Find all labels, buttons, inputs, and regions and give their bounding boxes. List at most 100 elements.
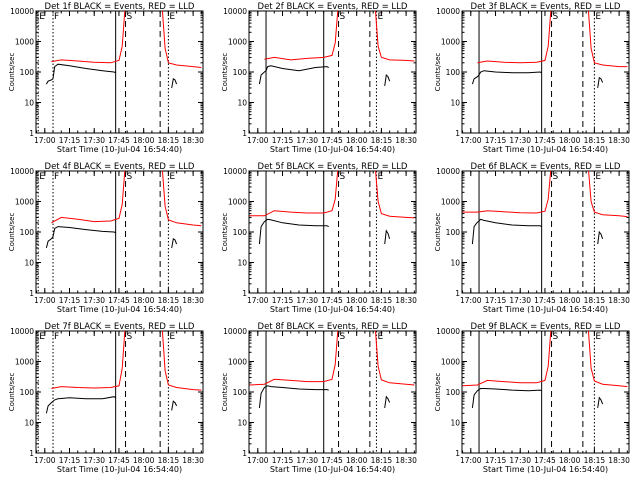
x-axis-label: Start Time (10-Jul-04 16:54:40) — [57, 305, 182, 314]
x-tick-label: 17:30 — [509, 296, 531, 305]
y-tick-label: 10 — [237, 99, 247, 108]
panel-title: Det 6f BLACK = Events, RED = LLD — [471, 162, 621, 172]
x-axis-label: Start Time (10-Jul-04 16:54:40) — [270, 465, 395, 474]
x-tick-label: 17:15 — [485, 136, 507, 145]
series-group — [471, 11, 628, 88]
series-line — [477, 11, 628, 68]
y-tick-label: 10 — [237, 259, 247, 268]
panel: Det 5f BLACK = Events, RED = LLD 1 10 100 10… — [221, 162, 417, 314]
marker-label: E — [595, 332, 601, 342]
x-tick-label: 17:45 — [321, 456, 343, 465]
y-tick-label: 10000 — [436, 167, 460, 176]
marker-label: E — [169, 172, 175, 182]
y-tick-label: 1000 — [15, 358, 34, 367]
x-tick-label: 17:00 — [34, 136, 56, 145]
series-group — [249, 331, 415, 408]
x-tick-label: 18:00 — [346, 296, 368, 305]
x-tick-label: 17:30 — [509, 136, 531, 145]
y-axis-label: Counts/sec — [221, 53, 229, 92]
x-tick-label: 17:15 — [59, 296, 81, 305]
y-tick-label: 100 — [446, 228, 461, 237]
x-tick-label: 18:30 — [608, 136, 630, 145]
y-tick-label: 10000 — [223, 327, 247, 336]
y-tick-label: 10 — [24, 259, 34, 268]
y-axis-label: Counts/sec — [8, 373, 16, 412]
series-line — [462, 171, 628, 218]
y-axis-label: Counts/sec — [221, 373, 229, 412]
x-tick-label: 17:15 — [272, 456, 294, 465]
marker-label: E — [169, 332, 175, 342]
y-tick-label: 1 — [242, 449, 247, 458]
x-tick-label: 18:30 — [395, 296, 417, 305]
x-axis-label: Start Time (10-Jul-04 16:54:40) — [483, 465, 608, 474]
x-tick-label: 18:00 — [559, 136, 581, 145]
y-axis-label: Counts/sec — [8, 53, 16, 92]
y-tick-label: 1000 — [228, 198, 247, 207]
series-line — [471, 70, 542, 85]
x-tick-label: 18:30 — [182, 296, 204, 305]
panel-title: Det 5f BLACK = Events, RED = LLD — [258, 162, 408, 172]
panel-title: Det 9f BLACK = Events, RED = LLD — [471, 322, 621, 332]
plot-frame — [461, 10, 630, 134]
x-axis-label: Start Time (10-Jul-04 16:54:40) — [483, 145, 608, 154]
marker-label: E — [377, 12, 383, 22]
series-group — [45, 11, 202, 88]
marker-label: E — [169, 12, 175, 22]
y-tick-label: 1 — [455, 449, 460, 458]
y-tick-label: 1000 — [228, 38, 247, 47]
panel: Det 3f BLACK = Events, RED = LLD 1 10 100 10… — [434, 2, 630, 154]
series-group — [258, 11, 415, 86]
x-tick-label: 17:00 — [460, 296, 482, 305]
plot-frame — [35, 170, 204, 294]
panel: Det 2f BLACK = Events, RED = LLD 1 10 100 10… — [221, 2, 417, 154]
x-tick-label: 17:45 — [108, 296, 130, 305]
y-tick-label: 1 — [29, 449, 34, 458]
y-tick-label: 10000 — [10, 167, 34, 176]
x-tick-label: 17:15 — [59, 456, 81, 465]
x-tick-label: 18:15 — [584, 296, 606, 305]
marker-label: S — [127, 12, 133, 22]
marker-label: F — [54, 12, 59, 22]
panel: Det 6f BLACK = Events, RED = LLD 1 10 100 10… — [434, 162, 630, 314]
x-tick-label: 18:30 — [608, 456, 630, 465]
x-tick-label: 17:00 — [460, 456, 482, 465]
y-tick-label: 10 — [450, 99, 460, 108]
x-tick-label: 17:30 — [83, 296, 105, 305]
x-tick-label: 18:15 — [584, 136, 606, 145]
marker-label: S — [553, 332, 559, 342]
y-tick-label: 10000 — [223, 167, 247, 176]
plot-frame — [461, 170, 630, 294]
y-tick-label: 100 — [20, 228, 35, 237]
marker-label: E — [39, 332, 45, 342]
panel-title: Det 2f BLACK = Events, RED = LLD — [258, 2, 408, 12]
x-tick-label: 17:30 — [509, 456, 531, 465]
panel-title: Det 1f BLACK = Events, RED = LLD — [45, 2, 195, 12]
y-tick-label: 10 — [24, 99, 34, 108]
series-line — [171, 237, 178, 248]
plot-frame — [461, 330, 630, 454]
x-tick-label: 17:30 — [296, 456, 318, 465]
x-tick-label: 17:00 — [34, 296, 56, 305]
x-tick-label: 17:15 — [272, 136, 294, 145]
series-line — [471, 388, 542, 408]
x-tick-label: 17:30 — [83, 456, 105, 465]
y-tick-label: 1 — [242, 129, 247, 138]
series-line — [45, 226, 116, 249]
series-line — [51, 331, 202, 391]
x-tick-label: 18:00 — [346, 456, 368, 465]
panel: Det 4f BLACK = Events, RED = LLD 1 10 100 10… — [8, 162, 204, 314]
series-line — [51, 11, 202, 68]
y-tick-label: 1000 — [15, 198, 34, 207]
series-line — [384, 229, 391, 245]
x-tick-label: 17:45 — [534, 136, 556, 145]
panel-title: Det 4f BLACK = Events, RED = LLD — [45, 162, 195, 172]
y-axis-label: Counts/sec — [434, 53, 442, 92]
y-tick-label: 10000 — [223, 7, 247, 16]
x-tick-label: 18:30 — [608, 296, 630, 305]
x-tick-label: 18:00 — [133, 136, 155, 145]
x-tick-label: 18:00 — [133, 296, 155, 305]
marker-label: S — [127, 172, 133, 182]
y-tick-label: 1000 — [441, 198, 460, 207]
series-line — [249, 331, 415, 386]
y-tick-label: 10 — [237, 419, 247, 428]
